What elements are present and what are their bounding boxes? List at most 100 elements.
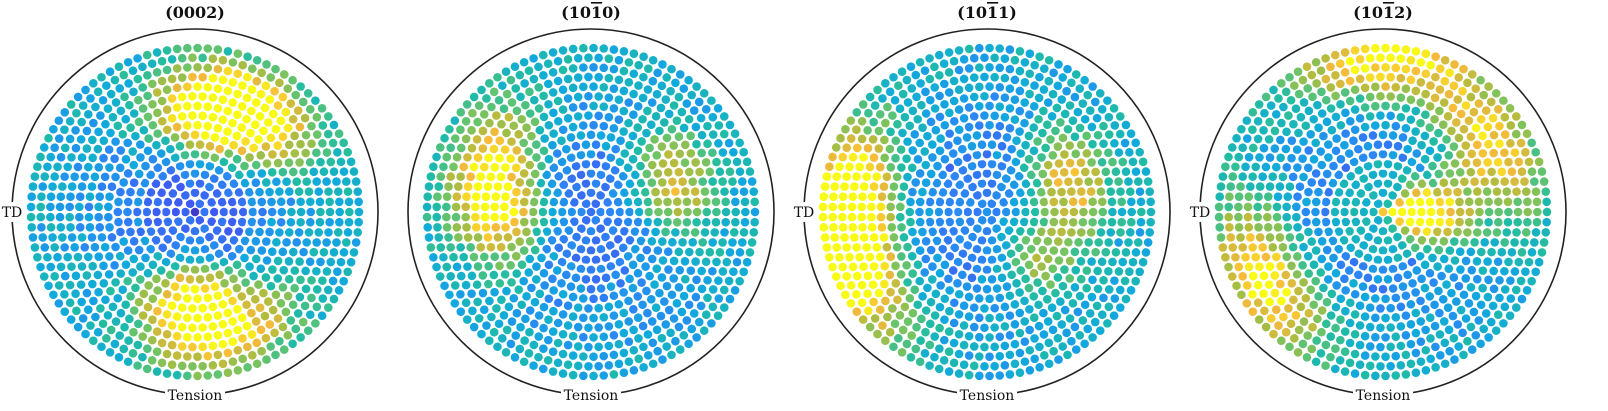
pole-point [543,335,553,345]
pole-point [223,348,233,358]
pole-point [471,202,480,212]
pole-point [1314,123,1323,132]
pole-point [944,274,953,284]
pole-point [1341,252,1351,261]
pole-point [250,120,260,129]
pole-point [229,179,239,188]
pole-point [700,187,710,196]
pole-point [1523,197,1532,207]
pole-point [210,262,220,271]
pole-point [1084,238,1093,247]
pole-point [58,233,67,242]
pole-point [1311,138,1320,148]
pole-point [1135,187,1145,196]
pole-point [641,187,650,197]
pole-point [1266,314,1276,323]
pole-point [273,141,283,150]
pole-point [1299,278,1308,287]
pole-point [1096,228,1106,237]
pole-point [1049,68,1058,78]
pole-point [87,182,97,191]
pole-point [1134,177,1143,186]
pole-point [141,253,150,263]
pole-point [881,118,890,128]
pole-point [158,243,168,253]
pole-point [133,95,143,105]
pole-point [223,127,232,136]
pole-point [83,305,93,315]
pole-point [1506,121,1516,130]
pole-point [198,303,207,313]
pole-point [1236,182,1245,191]
pole-point [531,275,541,284]
pole-point [183,371,192,381]
pole-point [889,342,898,352]
pole-point [1104,148,1113,158]
pole-point [262,237,271,246]
pole-point [450,116,460,125]
pole-point [87,233,97,242]
pole-point [233,69,243,79]
pole-point [573,112,583,121]
pole-point [1232,281,1241,291]
pole-point [224,188,233,198]
pole-point [218,339,228,349]
pole-point [1531,228,1541,237]
pole-point [647,254,657,264]
pole-point [444,182,453,191]
pole-point [836,281,845,291]
pole-point [596,150,606,160]
pole-point [1388,224,1397,234]
pole-point [1393,182,1402,192]
pole-point [1005,123,1015,133]
pole-point [691,158,700,167]
pole-point [950,243,960,253]
pole-point [703,121,712,131]
pole-point [1398,262,1408,271]
pole-point [153,306,162,316]
pole-point [1038,286,1047,296]
pole-point [614,75,624,85]
pole-point [1015,47,1025,56]
pole-point [296,139,305,149]
pole-point [176,232,185,242]
pole-point [228,337,238,346]
pole-point [1434,169,1444,179]
pole-point [680,140,690,150]
pole-point [1289,119,1298,129]
pole-point [628,131,638,141]
pole-point [995,332,1005,342]
pole-point [576,244,586,254]
pole-point [1345,226,1354,236]
pole-point [60,307,70,316]
pole-point [237,102,247,111]
pole-point [527,131,536,141]
pole-point [544,260,554,270]
pole-point [1084,177,1093,186]
pole-point [257,217,267,227]
pole-point [205,273,215,283]
pole-point [747,238,757,247]
pole-point [633,268,643,278]
pole-point [188,72,197,82]
pole-point [964,351,974,360]
pole-point [568,103,578,112]
pole-point [987,216,997,225]
pole-point [343,228,353,237]
pole-point [995,102,1005,111]
pole-point [188,323,197,333]
pole-point [217,217,227,227]
pole-point [1417,207,1426,217]
pole-point [1332,281,1341,290]
pole-point [251,254,261,264]
pole-point [838,202,847,212]
pole-point [678,238,687,247]
pole-point [687,324,697,334]
pole-point [162,349,172,359]
pole-point [1350,310,1360,319]
pole-point [1335,356,1345,365]
pole-point [893,119,902,129]
pole-point [965,198,975,207]
pole-point [111,137,120,146]
pole-point [1306,285,1316,295]
